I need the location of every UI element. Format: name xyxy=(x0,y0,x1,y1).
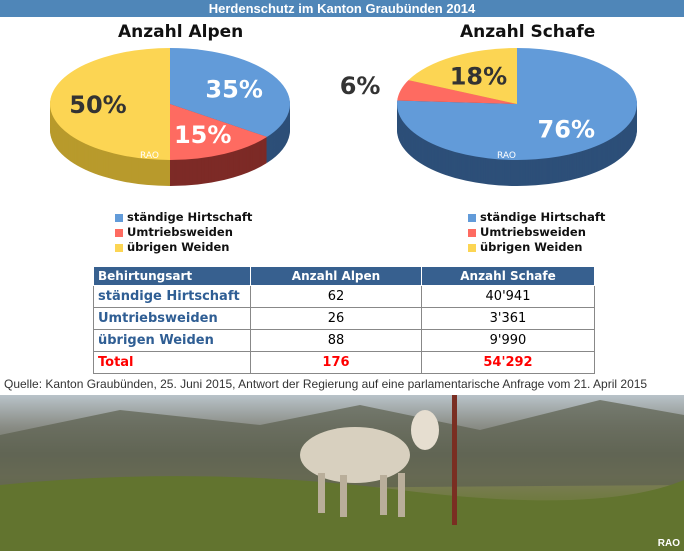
legend-item: Umtriebsweiden xyxy=(468,225,605,240)
header-title: Herdenschutz im Kanton Graubünden 2014 xyxy=(0,0,684,17)
table-header: Behirtungsart Anzahl Alpen Anzahl Schafe xyxy=(93,266,595,286)
legend-swatch-yellow xyxy=(468,243,476,252)
sheep-photo: RAO xyxy=(0,395,684,551)
legend-item: übrigen Weiden xyxy=(115,240,252,255)
legend-swatch-blue xyxy=(115,213,123,222)
photo-watermark: RAO xyxy=(657,538,680,549)
pie-title-alpen: Anzahl Alpen xyxy=(118,22,244,42)
data-table: Behirtungsart Anzahl Alpen Anzahl Schafe s… xyxy=(93,266,595,374)
sheep-photo-drawing xyxy=(0,395,684,551)
pie-slice-1 xyxy=(397,80,517,104)
table-row: Umtriebsweiden 26 3'361 xyxy=(93,307,595,330)
legend-schafe: ständige Hirtschaft Umtriebsweiden übrig… xyxy=(468,210,605,255)
legend-swatch-yellow xyxy=(115,243,123,252)
pie-label: 76% xyxy=(538,115,595,143)
legend-item: Umtriebsweiden xyxy=(115,225,252,240)
pie-label: 6% xyxy=(340,72,381,100)
table-total-row: Total 176 54'292 xyxy=(93,351,595,374)
legend-alpen: ständige Hirtschaft Umtriebsweiden übrig… xyxy=(115,210,252,255)
table-row: übrigen Weiden 88 9'990 xyxy=(93,329,595,352)
pie-label: 15% xyxy=(174,121,231,149)
legend-item: ständige Hirtschaft xyxy=(115,210,252,225)
pie-alpen: 35% 15% 50% RAO xyxy=(50,48,290,186)
pie-slice-2 xyxy=(408,48,517,104)
legend-item: ständige Hirtschaft xyxy=(468,210,605,225)
source-note: Quelle: Kanton Graubünden, 25. Juni 2015… xyxy=(4,377,648,391)
pie-label: 18% xyxy=(450,63,507,91)
pie-watermark: RAO xyxy=(140,151,159,161)
legend-swatch-blue xyxy=(468,213,476,222)
pie-title-schafe: Anzahl Schafe xyxy=(460,22,596,42)
pie-watermark: RAO xyxy=(497,151,516,161)
pie-charts: 35% 15% 50% RAO 76% 6% 18% RAO xyxy=(50,48,637,186)
pie-schafe: 76% 6% 18% RAO xyxy=(340,48,637,186)
legend-item: übrigen Weiden xyxy=(468,240,605,255)
legend-swatch-red xyxy=(115,228,123,237)
pie-slice-0 xyxy=(170,48,290,137)
pie-slice-2 xyxy=(50,48,170,160)
pie-slice-1 xyxy=(170,104,268,160)
table-row: ständige Hirtschaft 62 40'941 xyxy=(93,285,595,308)
pie-label: 35% xyxy=(205,76,262,104)
pie-label: 50% xyxy=(69,91,126,119)
legend-swatch-red xyxy=(468,228,476,237)
